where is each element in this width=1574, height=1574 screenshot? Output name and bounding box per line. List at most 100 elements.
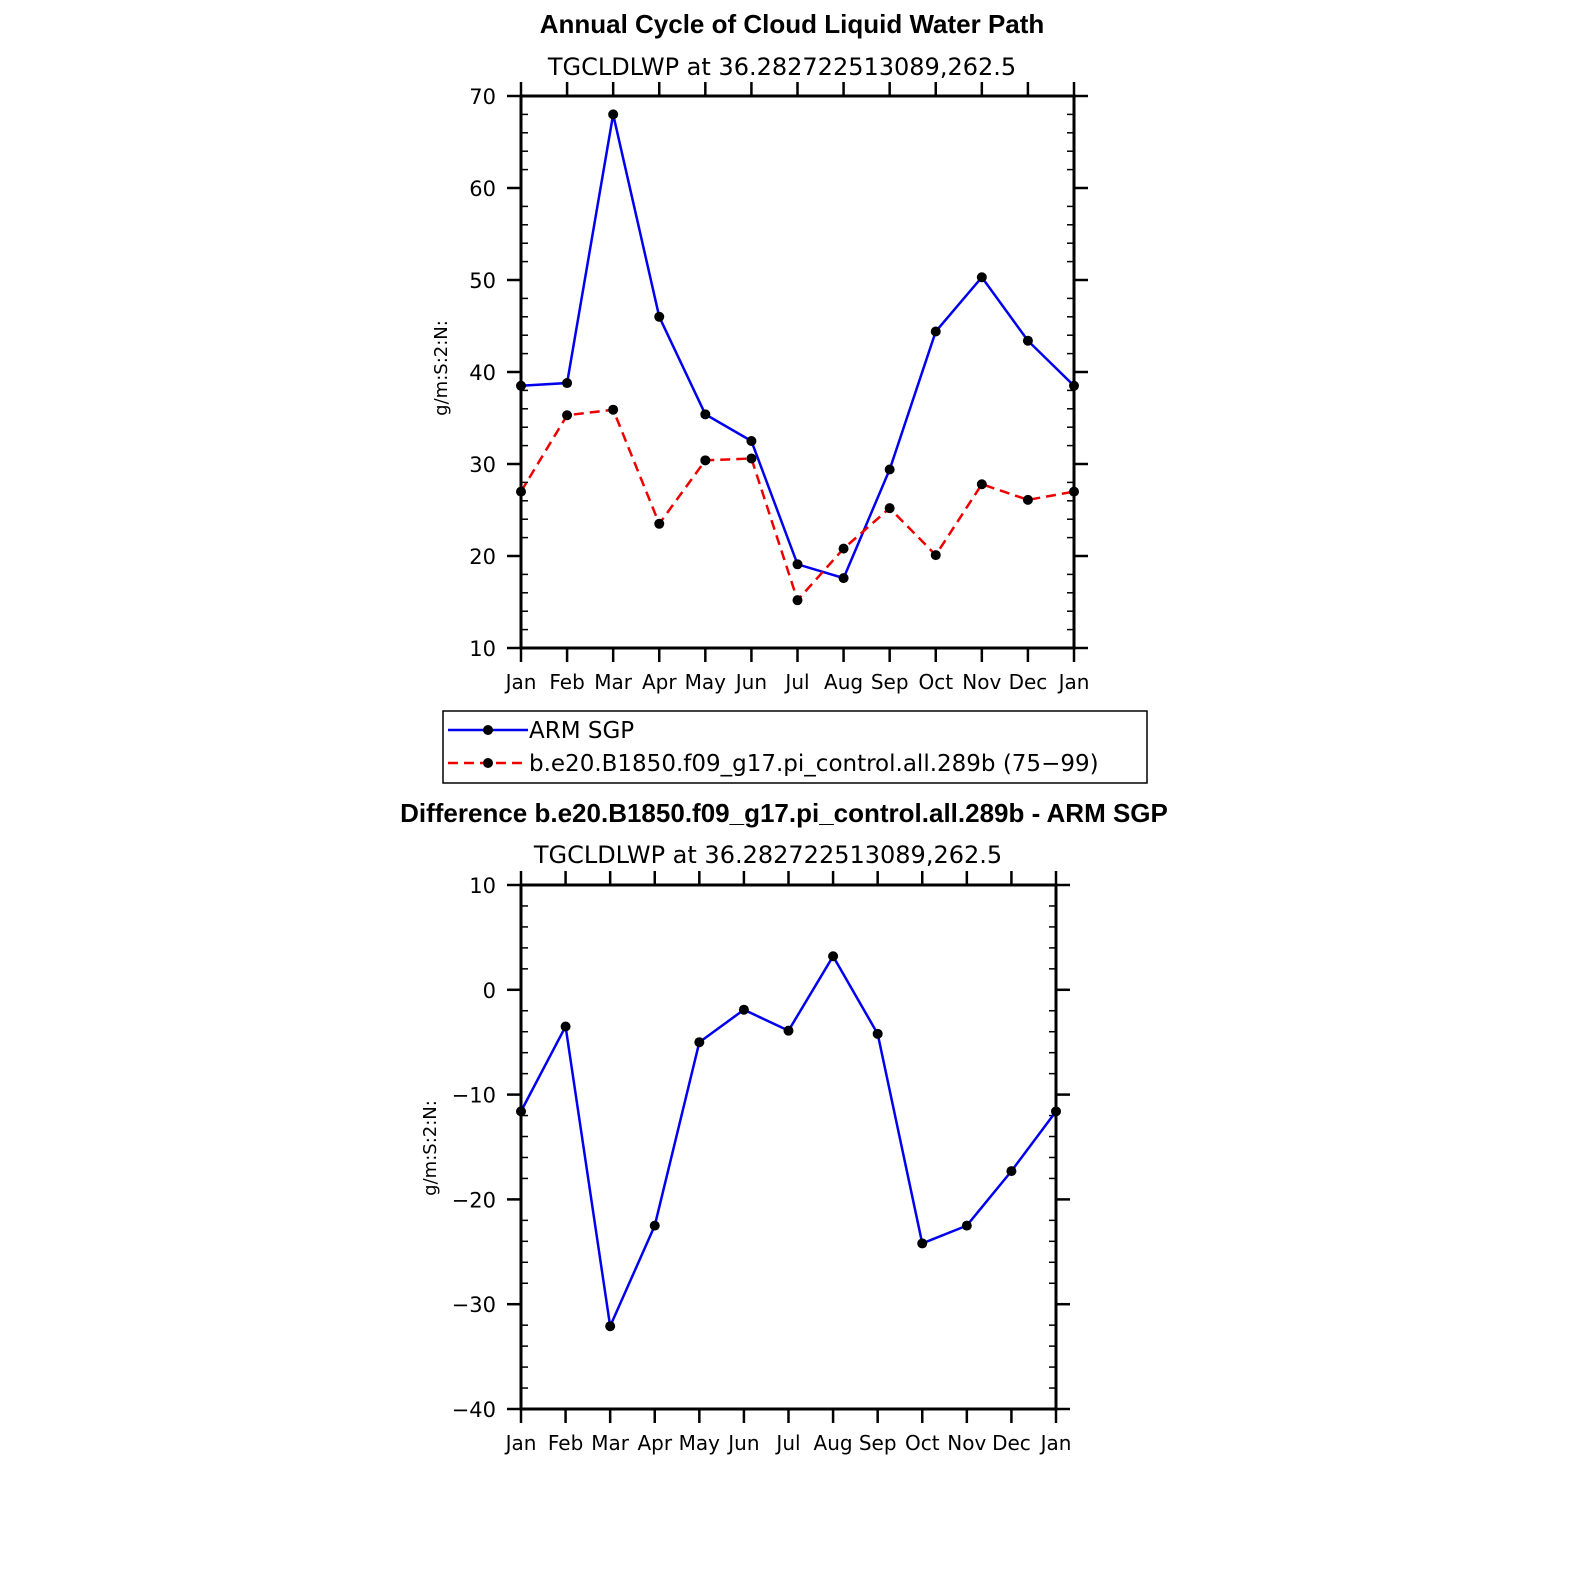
legend-label-arm-sgp: ARM SGP [529, 718, 634, 744]
data-point [746, 453, 757, 464]
difference-chart: Difference b.e20.B1850.f09_g17.pi_contro… [400, 798, 1168, 1455]
data-point [917, 1238, 928, 1249]
data-point [792, 595, 803, 606]
x-tick-label: Jan [1039, 1431, 1072, 1455]
y-tick-label: 10 [469, 874, 496, 898]
data-point [884, 503, 895, 514]
data-point [792, 559, 803, 570]
data-point [838, 573, 849, 584]
legend-marker-model [483, 758, 493, 768]
chart-title: Annual Cycle of Cloud Liquid Water Path [540, 9, 1045, 39]
data-point [1069, 486, 1079, 497]
x-tick-label: Nov [962, 670, 1001, 694]
data-point [930, 550, 941, 561]
data-point [516, 380, 526, 391]
series-layer [516, 951, 1061, 1332]
x-tick-label: Sep [871, 670, 909, 694]
data-point [1051, 1106, 1061, 1117]
data-point [746, 436, 757, 446]
data-point [884, 464, 895, 475]
x-tick-label: Apr [642, 670, 677, 694]
x-tick-label: Jun [726, 1431, 759, 1455]
y-tick-label: 0 [483, 979, 496, 1003]
data-point [828, 951, 839, 962]
x-tick-label: Jan [504, 670, 537, 694]
x-tick-label: Nov [947, 1431, 986, 1455]
y-tick-label: −20 [452, 1188, 496, 1212]
data-point [1006, 1166, 1017, 1177]
legend: ARM SGP b.e20.B1850.f09_g17.pi_control.a… [442, 710, 1148, 784]
chart-subtitle: TGCLDLWP at 36.282722513089,262.5 [547, 53, 1016, 81]
legend-label-model: b.e20.B1850.f09_g17.pi_control.all.289b … [529, 751, 1099, 777]
data-point [649, 1220, 660, 1231]
x-tick-label: Oct [905, 1431, 940, 1455]
x-tick-label: Jan [1057, 670, 1090, 694]
x-tick-label: Jan [504, 1431, 537, 1455]
legend-box [442, 710, 1148, 784]
data-point [1022, 494, 1033, 505]
x-tick-label: Jul [783, 670, 809, 694]
series-line-1 [519, 408, 1075, 603]
data-point [1022, 335, 1033, 346]
y-axis-label: g/m:S:2:N: [420, 1100, 441, 1196]
data-point [1069, 380, 1079, 391]
axes-frame: Jan Feb Mar Apr May Jun Jul Aug Sep Oct Nov Dec Jan−… [452, 871, 1072, 1455]
data-point [700, 455, 711, 466]
x-tick-label: Feb [549, 670, 584, 694]
data-point [783, 1025, 794, 1036]
axes-frame: Jan Feb Mar Apr May Jun Jul Aug Sep Oct Nov Dec Jan 1… [469, 82, 1089, 694]
data-point [654, 311, 665, 322]
data-point [961, 1220, 972, 1231]
x-tick-label: Dec [1009, 670, 1048, 694]
chart-title: Difference b.e20.B1850.f09_g17.pi_contro… [400, 798, 1168, 828]
data-point [654, 518, 665, 529]
x-tick-label: Jul [774, 1431, 800, 1455]
data-point [700, 409, 711, 420]
y-tick-label: −30 [452, 1293, 496, 1317]
y-tick-label: 20 [469, 545, 496, 569]
data-point [516, 1106, 526, 1117]
data-point [608, 109, 619, 120]
x-tick-label: Dec [992, 1431, 1031, 1455]
x-tick-label: Apr [637, 1431, 672, 1455]
x-tick-label: Sep [859, 1431, 897, 1455]
data-point [605, 1321, 616, 1332]
data-point [838, 543, 849, 554]
data-point [516, 486, 526, 497]
y-tick-label: 50 [469, 269, 496, 293]
y-tick-label: 10 [469, 637, 496, 661]
x-tick-label: May [685, 670, 727, 694]
data-point [976, 272, 987, 283]
data-point [872, 1028, 883, 1039]
legend-marker-arm-sgp [483, 725, 493, 735]
y-tick-label: 70 [469, 85, 496, 109]
x-tick-label: Oct [918, 670, 953, 694]
x-tick-label: Jun [734, 670, 767, 694]
series-layer [516, 109, 1079, 606]
cloud-water-path-chart: Annual Cycle of Cloud Liquid Water Path … [431, 9, 1089, 694]
data-point [560, 1021, 571, 1032]
series-line-0 [519, 953, 1058, 1331]
y-tick-label: −10 [452, 1084, 496, 1108]
x-tick-label: Mar [591, 1431, 630, 1455]
series-line-0 [520, 114, 1075, 580]
data-point [562, 378, 573, 389]
x-tick-label: Mar [594, 670, 633, 694]
x-tick-label: Aug [824, 670, 863, 694]
y-tick-label: 60 [469, 177, 496, 201]
plot-frame [519, 883, 1058, 1411]
y-axis-label: g/m:S:2:N: [431, 320, 452, 416]
data-point [694, 1037, 705, 1048]
y-tick-label: −40 [452, 1398, 496, 1422]
x-tick-label: Aug [814, 1431, 853, 1455]
x-tick-label: May [679, 1431, 721, 1455]
data-point [930, 326, 941, 337]
y-tick-label: 30 [469, 453, 496, 477]
data-point [608, 404, 619, 415]
x-tick-label: Feb [548, 1431, 583, 1455]
chart-subtitle: TGCLDLWP at 36.282722513089,262.5 [533, 841, 1002, 869]
y-tick-label: 40 [469, 361, 496, 385]
data-point [738, 1004, 749, 1015]
data-point [976, 479, 987, 490]
